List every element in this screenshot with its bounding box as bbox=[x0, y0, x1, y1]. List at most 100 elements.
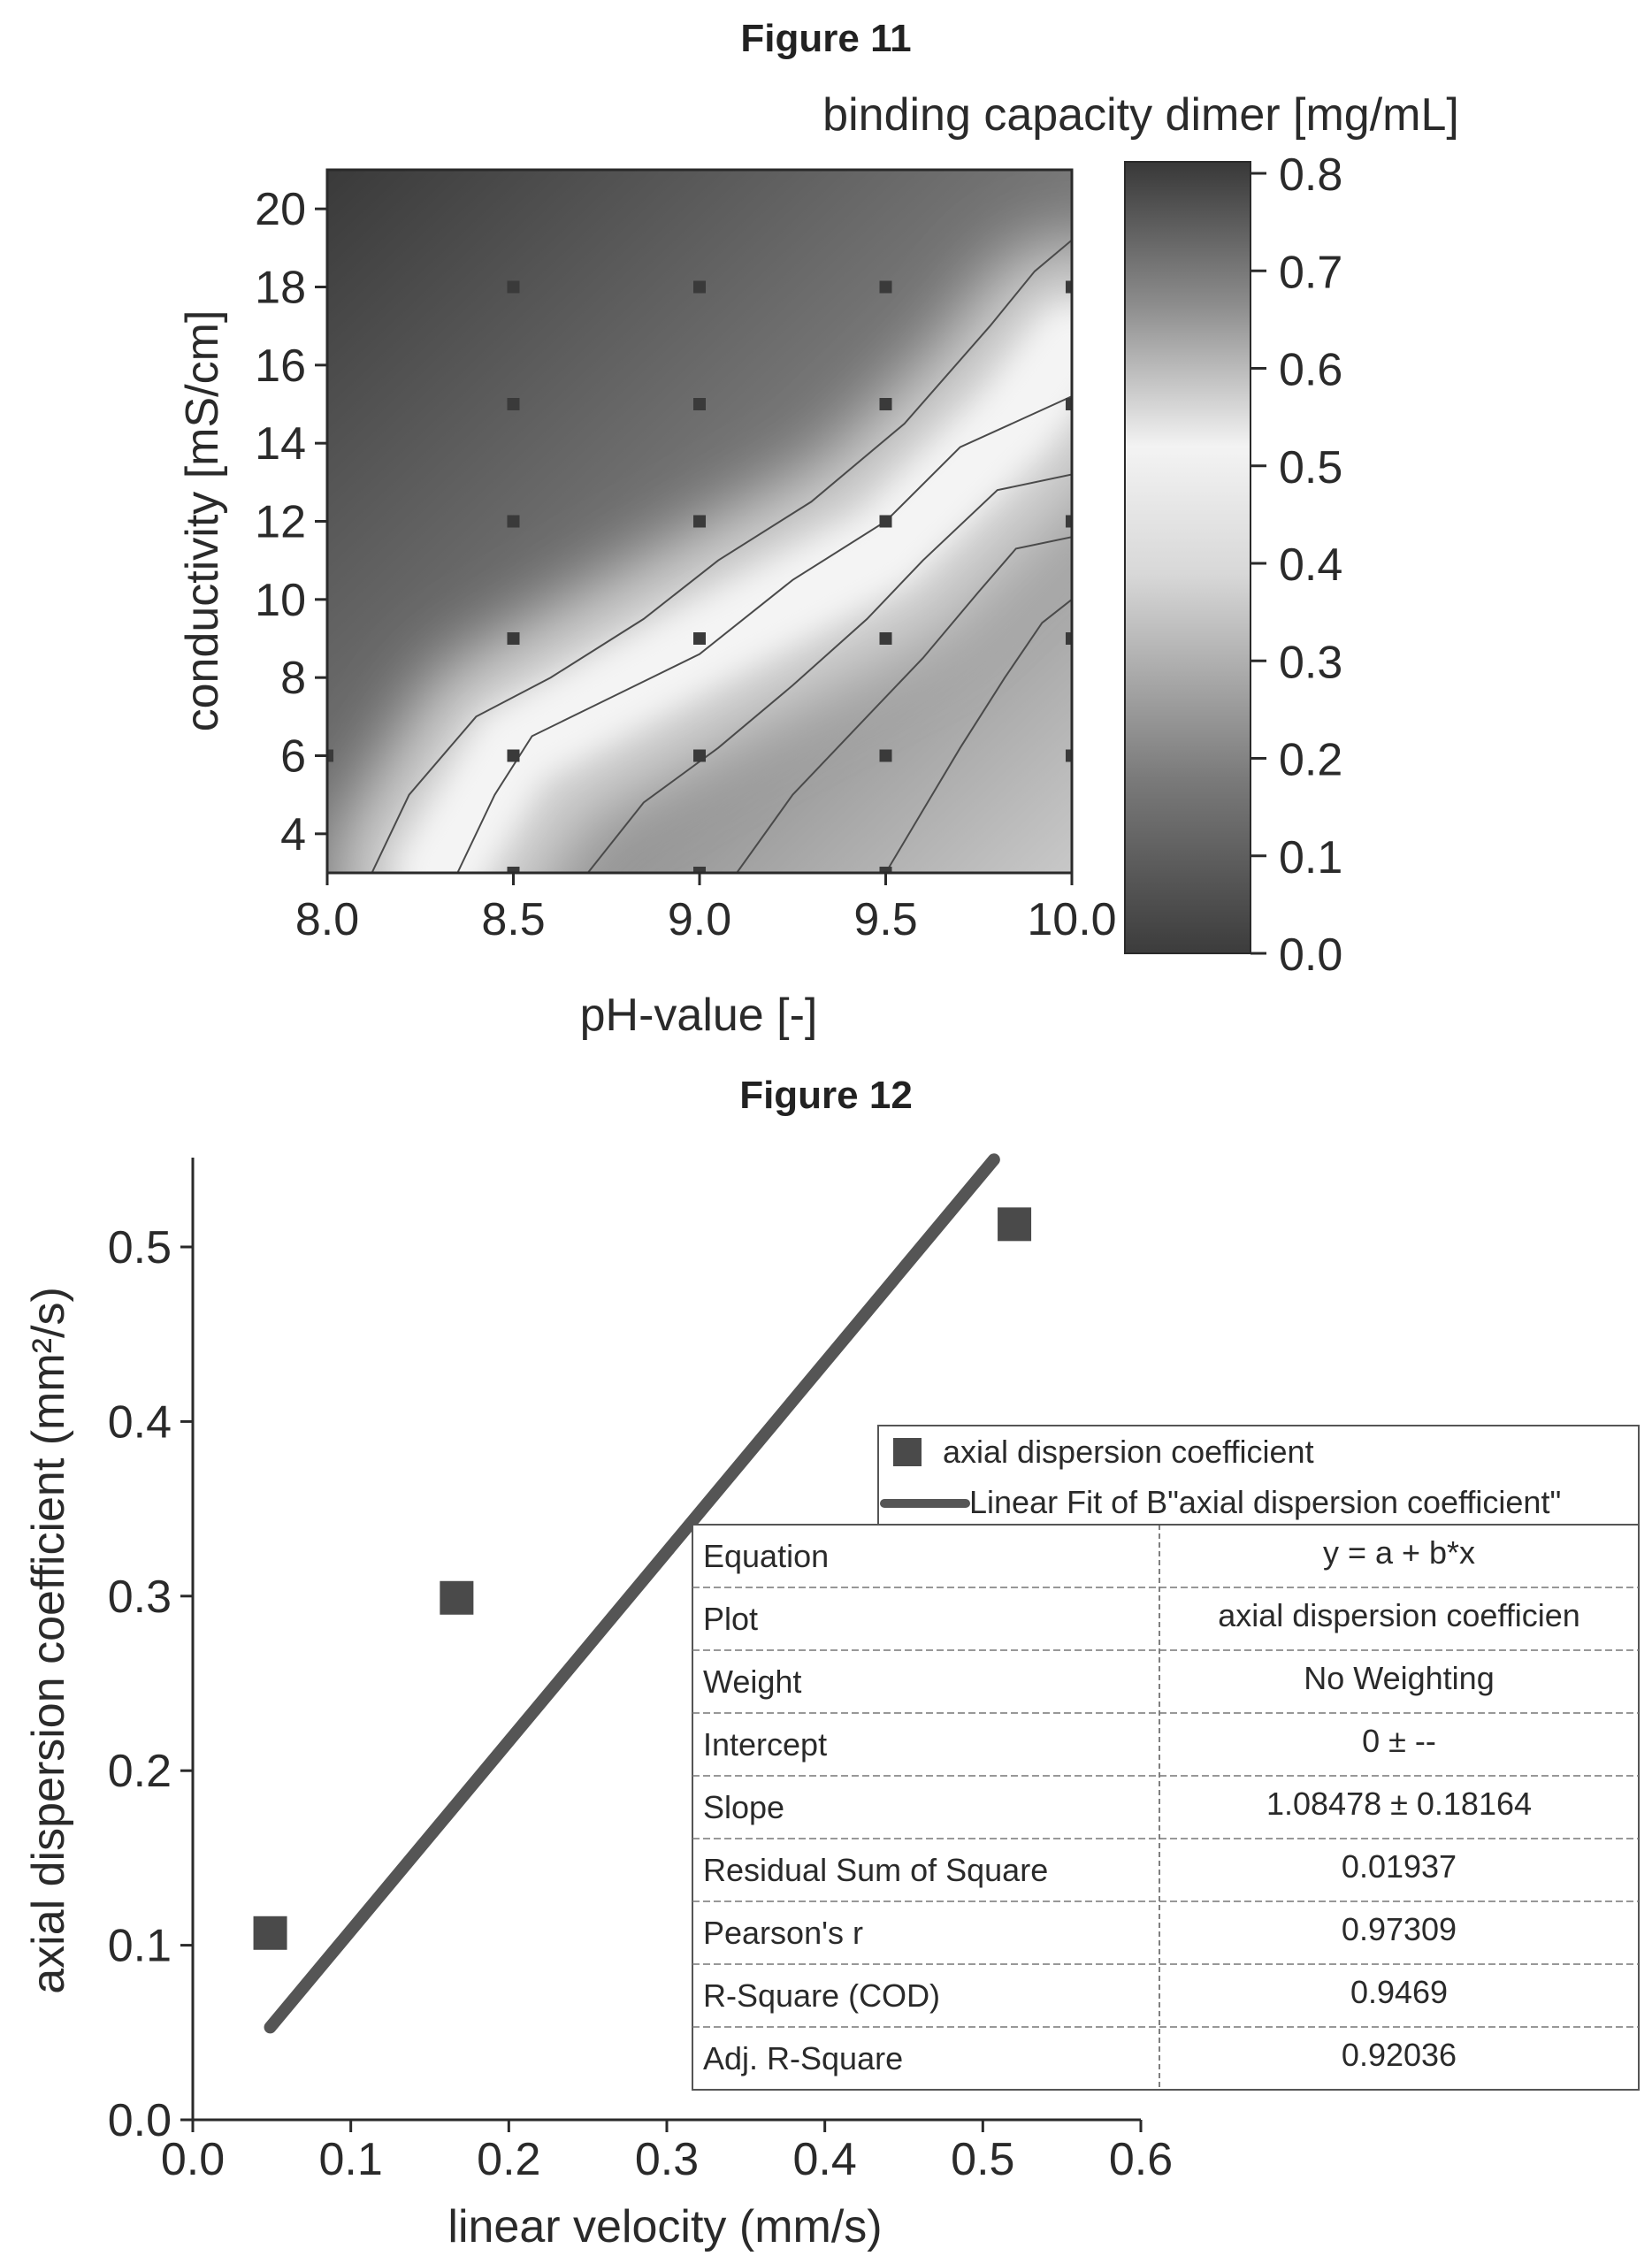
colorbar-tick-label: 0.5 bbox=[1279, 442, 1342, 493]
heatmap-contours bbox=[371, 239, 1072, 873]
sample-point bbox=[1066, 632, 1072, 645]
figure-12-title: Figure 12 bbox=[739, 1074, 913, 1117]
sample-point bbox=[879, 749, 892, 762]
scatter-x-tick-label: 0.2 bbox=[477, 2134, 540, 2185]
fit-table-label: Pearson's r bbox=[703, 1915, 863, 1951]
heatmap-y-tick-label: 8 bbox=[280, 653, 306, 704]
sample-point bbox=[507, 398, 520, 410]
sample-point bbox=[507, 632, 520, 645]
colorbar bbox=[1124, 161, 1251, 954]
data-point bbox=[253, 1916, 287, 1950]
data-point bbox=[440, 1580, 474, 1615]
colorbar-tick-label: 0.0 bbox=[1279, 929, 1342, 981]
fit-table-label: Intercept bbox=[703, 1726, 827, 1763]
sample-point bbox=[693, 515, 706, 528]
sample-point bbox=[1066, 398, 1072, 410]
fit-table-label: Adj. R-Square bbox=[703, 2040, 903, 2076]
sample-point bbox=[507, 867, 520, 873]
fit-legend: axial dispersion coefficient Linear Fit … bbox=[877, 1425, 1640, 1526]
heatmap-y-tick-label: 16 bbox=[255, 340, 306, 392]
heatmap-x-axis: 8.0 8.5 9.0 9.5 10.0 bbox=[295, 873, 1117, 945]
scatter-x-tick-label: 0.4 bbox=[793, 2134, 857, 2185]
sample-point bbox=[507, 749, 520, 762]
heatmap-x-tick-label: 8.0 bbox=[295, 894, 359, 945]
heatmap-x-axis-label: pH-value [-] bbox=[580, 990, 818, 1041]
scatter-x-tick-label: 0.0 bbox=[161, 2134, 225, 2185]
figure-11-title: Figure 11 bbox=[740, 17, 911, 60]
fit-table-value: 0 ± -- bbox=[1362, 1723, 1436, 1759]
colorbar-tick-label: 0.8 bbox=[1279, 149, 1342, 201]
fit-table-value: 1.08478 ± 0.18164 bbox=[1266, 1786, 1532, 1822]
sample-point bbox=[1066, 515, 1072, 528]
legend-label-points: axial dispersion coefficient bbox=[943, 1434, 1314, 1470]
sample-point bbox=[507, 515, 520, 528]
heatmap-plot-area bbox=[327, 170, 1072, 873]
fit-table-label: Residual Sum of Square bbox=[703, 1852, 1048, 1888]
legend-label-fit: Linear Fit of B"axial dispersion coeffic… bbox=[969, 1484, 1561, 1520]
colorbar-tick-label: 0.1 bbox=[1279, 832, 1342, 883]
heatmap-y-tick-label: 18 bbox=[255, 263, 306, 314]
heatmap-y-tick-label: 10 bbox=[255, 575, 306, 626]
scatter-y-tick-label: 0.2 bbox=[108, 1746, 172, 1797]
heatmap-x-tick-label: 9.0 bbox=[668, 894, 731, 945]
heatmap-y-tick-label: 12 bbox=[255, 497, 306, 548]
scatter-x-tick-label: 0.5 bbox=[951, 2134, 1014, 2185]
heatmap-y-axis: 4 6 8 10 12 14 16 18 20 bbox=[255, 184, 327, 860]
fit-table-value: No Weighting bbox=[1304, 1660, 1494, 1696]
contour-line-5 bbox=[884, 599, 1072, 873]
heatmap-y-tick-label: 14 bbox=[255, 418, 306, 470]
sample-point bbox=[1066, 280, 1072, 294]
scatter-x-tick-label: 0.6 bbox=[1109, 2134, 1173, 2185]
scatter-x-tick-label: 0.1 bbox=[319, 2134, 383, 2185]
heatmap-y-axis-label: conductivity [mS/cm] bbox=[177, 310, 228, 732]
sample-point bbox=[693, 398, 706, 410]
sample-point bbox=[879, 632, 892, 645]
heatmap-x-tick-label: 8.5 bbox=[481, 894, 545, 945]
fit-table-value: 0.9469 bbox=[1350, 1974, 1448, 2010]
sample-point bbox=[879, 515, 892, 528]
legend-marker-points bbox=[893, 1438, 922, 1466]
sample-point bbox=[1066, 749, 1072, 762]
fit-table-label: Slope bbox=[703, 1789, 784, 1825]
sample-point bbox=[693, 867, 706, 873]
contour-line-4 bbox=[736, 536, 1072, 873]
colorbar-ticks: 0.0 0.1 0.2 0.3 0.4 0.5 0.6 0.7 0.8 bbox=[1250, 149, 1342, 981]
scatter-x-ticks: 0.0 0.1 0.2 0.3 0.4 0.5 0.6 bbox=[161, 2120, 1173, 2185]
heatmap-colorbar-title: binding capacity dimer [mg/mL] bbox=[822, 89, 1459, 141]
sample-point bbox=[879, 867, 892, 873]
fit-table-label: Plot bbox=[703, 1601, 758, 1637]
legend-box bbox=[877, 1425, 1640, 1526]
scatter-points bbox=[253, 1207, 1032, 1950]
heatmap-sample-points bbox=[327, 280, 1072, 873]
heatmap-y-tick-label: 4 bbox=[280, 809, 306, 860]
scatter-y-tick-label: 0.0 bbox=[108, 2095, 172, 2146]
sample-point bbox=[693, 280, 706, 294]
sample-point bbox=[879, 398, 892, 410]
sample-point bbox=[693, 632, 706, 645]
colorbar-tick-label: 0.6 bbox=[1279, 345, 1342, 396]
fit-table-frame bbox=[692, 1524, 1640, 2091]
fit-table-value: axial dispersion coefficien bbox=[1218, 1597, 1580, 1633]
heatmap-y-tick-label: 6 bbox=[280, 731, 306, 783]
scatter-y-tick-label: 0.1 bbox=[108, 1921, 172, 1972]
heatmap-y-tick-label: 20 bbox=[255, 184, 306, 235]
scatter-x-axis-label: linear velocity (mm/s) bbox=[447, 2201, 882, 2252]
fit-table-label: Weight bbox=[703, 1663, 801, 1700]
scatter-x-tick-label: 0.3 bbox=[635, 2134, 699, 2185]
sample-point bbox=[879, 280, 892, 294]
scatter-y-axis-label: axial dispersion coefficient (mm²/s) bbox=[23, 1287, 74, 1994]
colorbar-tick-label: 0.4 bbox=[1279, 539, 1342, 591]
contour-line-2 bbox=[456, 395, 1072, 873]
colorbar-tick-label: 0.7 bbox=[1279, 247, 1342, 298]
fit-table-value: 0.92036 bbox=[1342, 2037, 1457, 2073]
heatmap-x-tick-label: 10.0 bbox=[1027, 894, 1116, 945]
fit-table-label: Equation bbox=[703, 1538, 829, 1574]
heatmap-x-tick-label: 9.5 bbox=[853, 894, 917, 945]
fit-table-value: y = a + b*x bbox=[1323, 1534, 1475, 1571]
colorbar-tick-label: 0.3 bbox=[1279, 637, 1342, 688]
scatter-y-tick-label: 0.3 bbox=[108, 1572, 172, 1623]
fit-table-label: R-Square (COD) bbox=[703, 1977, 940, 2014]
fit-table-value: 0.01937 bbox=[1342, 1848, 1457, 1885]
linear-fit-line bbox=[264, 1153, 1000, 2034]
